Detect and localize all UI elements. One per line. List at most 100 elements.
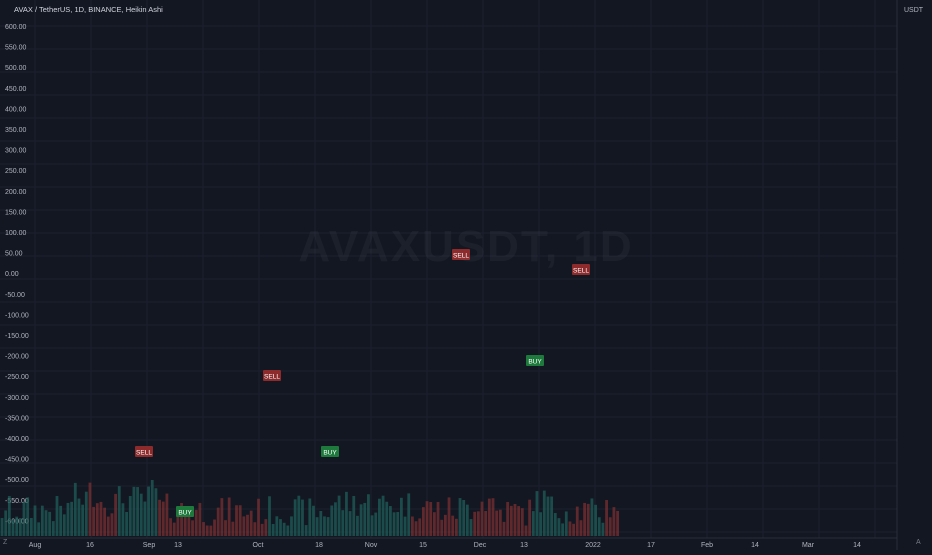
grid-lines xyxy=(0,0,897,538)
indicator-tick-label: -300.00 xyxy=(5,395,29,402)
volume-bar xyxy=(601,522,605,536)
volume-bar xyxy=(26,497,30,536)
volume-bar xyxy=(557,518,561,536)
volume-bar xyxy=(55,496,59,536)
volume-bar xyxy=(301,499,304,536)
volume-bar xyxy=(564,511,568,536)
indicator-tick-label: -100.00 xyxy=(5,312,29,319)
volume-bar xyxy=(418,518,422,536)
volume-bar xyxy=(337,495,341,536)
volume-bar xyxy=(443,514,447,536)
volume-bar xyxy=(286,525,290,536)
volume-bar xyxy=(95,503,99,536)
volume-bar xyxy=(498,509,502,536)
volume-bar xyxy=(374,512,378,536)
indicator-tick-label: -350.00 xyxy=(5,415,29,422)
volume-bar xyxy=(550,496,554,536)
sell-signal-bg xyxy=(263,370,281,381)
indicator-tick-label: -400.00 xyxy=(5,436,29,443)
volume-bar xyxy=(572,523,576,536)
volume-bar xyxy=(92,506,96,536)
volume-bar xyxy=(66,502,70,536)
volume-bar xyxy=(451,515,455,536)
volume-bar xyxy=(180,503,183,536)
volume-bar xyxy=(330,505,334,536)
volume-bar xyxy=(590,498,594,536)
volume-bar xyxy=(429,501,433,536)
volume-bar xyxy=(73,482,77,536)
sell-signal: SELL xyxy=(453,253,469,260)
volume-bar xyxy=(594,504,597,536)
volume-bar xyxy=(187,512,191,536)
sell-signal-bg xyxy=(452,249,470,260)
buy-signal: BUY xyxy=(178,510,192,517)
indicator-tick-label: -500.00 xyxy=(5,477,29,484)
volume-bar xyxy=(484,510,488,536)
sell-signal: SELL xyxy=(573,268,589,275)
left-indicator-axis: 600.00 550.00 500.00 450.00 400.00 350.00 300.… xyxy=(5,24,29,525)
volume-bar xyxy=(213,519,216,536)
volume-bar xyxy=(323,516,326,536)
indicator-tick-label: -450.00 xyxy=(5,457,29,464)
volume-bar xyxy=(77,498,81,536)
volume-bar xyxy=(220,498,224,536)
volume-bar xyxy=(319,510,323,536)
volume-bar xyxy=(447,497,451,536)
sell-signal: SELL xyxy=(136,450,152,457)
volume-bar xyxy=(44,510,48,536)
indicator-tick-label: 500.00 xyxy=(5,65,27,72)
volume-bar xyxy=(616,510,619,536)
chart-title: AVAX / TetherUS, 1D, BINANCE, Heikin Ash… xyxy=(14,5,163,14)
volume-bar xyxy=(345,491,348,536)
volume-bar xyxy=(242,516,246,536)
volume-bar xyxy=(531,511,535,536)
indicator-tick-label: 550.00 xyxy=(5,45,27,52)
volume-bar xyxy=(136,487,139,536)
volume-bar xyxy=(326,517,330,536)
sell-signal-bg xyxy=(572,264,590,275)
volume-bar xyxy=(150,479,154,536)
volume-bar xyxy=(414,521,418,536)
volume-bar xyxy=(312,505,315,536)
volume-bar xyxy=(506,501,510,536)
volume-bar xyxy=(315,517,319,536)
volume-bar xyxy=(202,522,205,536)
volume-bar xyxy=(491,498,495,536)
time-tick-label: 13 xyxy=(174,542,182,549)
zoom-button[interactable]: Z xyxy=(3,539,8,546)
volume-bar xyxy=(561,523,565,536)
volume-bar xyxy=(117,486,121,536)
volume-bar xyxy=(260,523,264,536)
auto-scale-button[interactable]: A xyxy=(916,539,921,546)
volume-bar xyxy=(583,502,586,536)
volume-bar xyxy=(205,525,209,536)
axis-unit-label: USDT xyxy=(904,7,924,14)
volume-bar xyxy=(575,506,579,536)
volume-bar xyxy=(257,498,260,536)
indicator-tick-label: -550.00 xyxy=(5,498,29,505)
volume-bar xyxy=(370,515,374,536)
volume-bar xyxy=(378,498,381,536)
time-tick-label: Feb xyxy=(701,542,713,549)
volume-bar xyxy=(432,512,436,536)
volume-bar xyxy=(33,505,37,536)
volume-bar xyxy=(546,496,550,536)
indicator-tick-label: -50.00 xyxy=(5,292,25,299)
volume-bar xyxy=(403,516,407,536)
signal-badges: SELL SELL SELL SELL BUY BUY BUY xyxy=(135,249,590,517)
volume-bar xyxy=(454,518,458,536)
volume-bar xyxy=(539,512,543,536)
time-tick-label: 16 xyxy=(86,542,94,549)
volume-bar xyxy=(70,501,74,536)
volume-bar xyxy=(381,495,385,536)
volume-bar xyxy=(612,507,616,536)
volume-bar xyxy=(356,515,359,536)
volume-bar xyxy=(29,517,33,536)
volume-bar xyxy=(169,518,172,536)
time-axis: Aug 16 Sep 13 Oct 18 Nov 15 Dec 13 2022 17 Feb 14 Mar 1… xyxy=(0,537,897,549)
indicator-tick-label: 150.00 xyxy=(5,209,27,216)
volume-bar xyxy=(334,502,337,536)
time-tick-label: 14 xyxy=(751,542,759,549)
